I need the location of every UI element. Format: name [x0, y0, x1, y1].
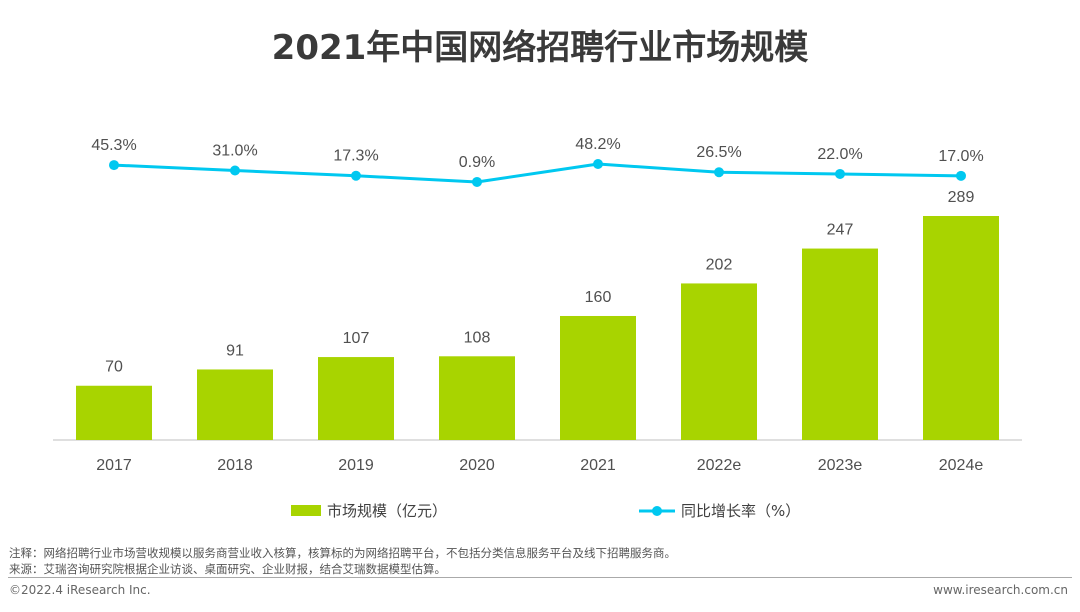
- copyright: ©2022.4 iResearch Inc.: [9, 583, 151, 597]
- footer-divider: [8, 577, 1072, 578]
- legend-item-line: 同比增长率（%）: [639, 500, 800, 521]
- bar-label-2019: 107: [343, 330, 370, 347]
- x-tick-2022e: 2022e: [697, 457, 742, 474]
- bar-2024e: [923, 216, 999, 440]
- note-text: 注释：网络招聘行业市场营收规模以服务商营业收入核算，核算标的为网络招聘平台，不包…: [9, 546, 676, 560]
- x-tick-2020: 2020: [459, 457, 495, 474]
- growth-label-2019: 17.3%: [333, 148, 378, 165]
- bar-label-2023e: 247: [827, 222, 854, 239]
- growth-label-2022e: 26.5%: [696, 144, 741, 161]
- growth-label-2017: 45.3%: [91, 137, 136, 154]
- legend-label-line: 同比增长率（%）: [681, 502, 801, 520]
- website-url: www.iresearch.com.cn: [933, 583, 1068, 597]
- bar-label-2018: 91: [226, 342, 244, 359]
- growth-point-2021: [593, 158, 603, 169]
- bar-2020: [439, 356, 515, 440]
- growth-point-2024e: [956, 170, 966, 181]
- bar-label-2024e: 289: [948, 189, 975, 206]
- chart-title: 2021年中国网络招聘行业市场规模: [271, 28, 809, 68]
- growth-point-2020: [472, 176, 482, 187]
- x-tick-2017: 2017: [96, 457, 132, 474]
- growth-point-2022e: [714, 167, 724, 178]
- x-tick-2019: 2019: [338, 457, 374, 474]
- x-tick-2021: 2021: [580, 457, 616, 474]
- bar-label-2021: 160: [585, 289, 612, 306]
- growth-label-2024e: 17.0%: [938, 148, 983, 165]
- growth-point-2018: [230, 165, 240, 176]
- x-tick-2023e: 2023e: [818, 457, 863, 474]
- bar-label-2020: 108: [464, 329, 491, 346]
- x-tick-2018: 2018: [217, 457, 253, 474]
- bar-2017: [76, 385, 152, 440]
- bar-2019: [318, 357, 394, 440]
- bar-label-2017: 70: [105, 359, 123, 376]
- growth-label-2021: 48.2%: [575, 136, 620, 153]
- bar-2018: [197, 369, 273, 440]
- growth-label-2020: 0.9%: [459, 154, 495, 171]
- legend-label-bar: 市场规模（亿元）: [327, 502, 448, 520]
- growth-point-2023e: [835, 168, 845, 179]
- legend-swatch-bar: [291, 505, 321, 516]
- legend-swatch-line: [639, 505, 675, 516]
- growth-label-2018: 31.0%: [212, 143, 257, 160]
- growth-point-2019: [351, 170, 361, 181]
- bar-label-2022e: 202: [706, 256, 733, 273]
- source-text: 来源：艾瑞咨询研究院根据企业访谈、桌面研究、企业财报，结合艾瑞数据模型估算。: [9, 562, 446, 576]
- bar-2021: [560, 315, 636, 440]
- growth-point-2017: [109, 160, 119, 171]
- chart: 70 2017 91 2018 107 2019 108 2020 160 2021 202 2022…: [53, 136, 1022, 474]
- growth-line: [113, 162, 962, 184]
- x-tick-2024e: 2024e: [939, 457, 984, 474]
- growth-label-2023e: 22.0%: [817, 146, 862, 163]
- bar-2023e: [802, 248, 878, 440]
- legend-item-bar: 市场规模（亿元）: [291, 500, 447, 521]
- bar-2022e: [681, 283, 757, 440]
